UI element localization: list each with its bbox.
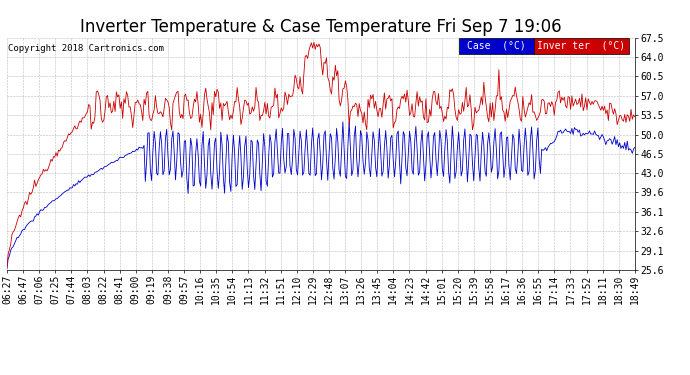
Title: Inverter Temperature & Case Temperature Fri Sep 7 19:06: Inverter Temperature & Case Temperature … [80,18,562,36]
Text: Copyright 2018 Cartronics.com: Copyright 2018 Cartronics.com [8,45,164,54]
